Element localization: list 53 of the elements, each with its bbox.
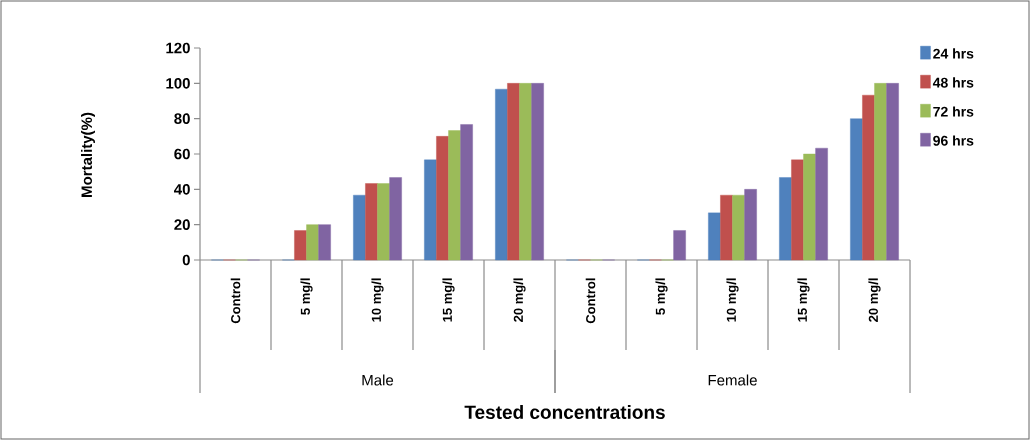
x-tick-label: 15 mg/l (442, 278, 455, 322)
legend-label: 48 hrs (932, 77, 974, 88)
bar (460, 124, 473, 261)
bar (886, 83, 899, 261)
y-tick-label: 20 (174, 219, 190, 230)
bar (531, 83, 544, 261)
bar (720, 194, 733, 261)
x-tick-label: 20 mg/l (868, 278, 881, 322)
x-tick-label: 10 mg/l (726, 278, 739, 322)
legend-label: 24 hrs (933, 48, 974, 59)
y-tick-label: 40 (174, 184, 190, 195)
bar (389, 177, 402, 261)
legend-label: 96 hrs (933, 135, 974, 146)
bar (353, 194, 366, 261)
text: Female (708, 374, 757, 386)
x-tick-label: 5 mg/l (655, 278, 668, 315)
text: Male (362, 374, 394, 386)
bar (306, 224, 319, 261)
bar (448, 130, 461, 261)
bar (862, 94, 875, 261)
x-tick-label: 5 mg/l (300, 278, 313, 315)
x-tick-label: Control (585, 278, 596, 324)
bar (424, 159, 437, 261)
bar (744, 189, 757, 261)
x-tick-label: Control (230, 278, 241, 324)
bar (294, 230, 307, 261)
bar (436, 136, 449, 261)
bar (732, 194, 745, 261)
x-axis-title: Tested concentrations (464, 405, 665, 419)
bar (708, 212, 721, 261)
bar (318, 224, 331, 261)
bar (507, 83, 520, 261)
bar (791, 159, 804, 261)
y-tick-label: 120 (166, 42, 190, 54)
bar (803, 153, 816, 261)
bar (377, 183, 390, 261)
bar (850, 118, 863, 261)
x-tick-label: 15 mg/l (797, 278, 810, 322)
bar (365, 183, 378, 261)
bar (673, 230, 686, 261)
bar (874, 83, 887, 261)
y-tick-label: 0 (182, 254, 190, 266)
bar (779, 177, 792, 261)
x-tick-label: 20 mg/l (513, 278, 526, 322)
x-tick-label: 10 mg/l (371, 278, 384, 322)
y-tick-label: 100 (166, 78, 190, 89)
y-tick-label: 80 (174, 113, 190, 124)
bar (495, 88, 508, 261)
y-tick-label: 60 (174, 148, 190, 160)
bar (519, 83, 532, 261)
legend-label: 72 hrs (933, 106, 974, 117)
bar (815, 147, 828, 261)
y-axis-title: Mortality(%) (81, 112, 95, 197)
